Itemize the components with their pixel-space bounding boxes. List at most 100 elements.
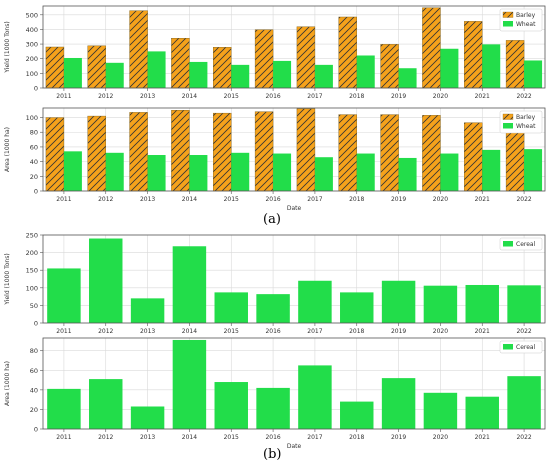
bar-wheat-2021: [482, 149, 501, 191]
bar-cereal-2022: [507, 376, 541, 429]
bar-barley-2011: [45, 117, 65, 192]
x-tick-label: 2022: [516, 328, 531, 335]
bar-cereal-2021: [465, 284, 499, 323]
x-axis-label: Date: [287, 205, 302, 212]
x-tick-label: 2018: [349, 196, 364, 203]
bar-cereal-2015: [214, 382, 248, 429]
y-tick-label: 60: [30, 143, 38, 151]
bar-wheat-2016: [273, 60, 292, 88]
y-tick-label: 20: [30, 406, 38, 414]
y-axis-label: Area (1000 ha): [4, 127, 11, 172]
x-tick-label: 2022: [516, 93, 531, 100]
bar-wheat-2020: [440, 48, 459, 88]
x-tick-label: 2016: [265, 196, 280, 203]
x-tick-label: 2017: [307, 328, 322, 335]
bar-barley-2019: [380, 44, 399, 89]
bar-cereal-2014: [172, 339, 207, 429]
y-tick-label: 50: [30, 302, 38, 310]
bar-wheat-2017: [314, 157, 333, 191]
legend-label-cereal: Cereal: [516, 344, 536, 351]
bar-barley-2015: [213, 112, 232, 192]
y-axis-label: Yield (1000 Tons): [4, 253, 11, 305]
x-tick-label: 2021: [475, 328, 490, 335]
x-tick-label: 2020: [433, 93, 448, 100]
x-tick-label: 2011: [56, 196, 71, 203]
bar-wheat-2013: [147, 155, 166, 191]
x-tick-label: 2016: [265, 93, 280, 100]
bar-barley-2021: [464, 21, 483, 89]
x-tick-label: 2012: [98, 434, 113, 441]
bar-cereal-2021: [465, 396, 499, 429]
x-tick-label: 2014: [182, 434, 197, 441]
bar-barley-2012: [87, 45, 106, 89]
bar-wheat-2019: [398, 157, 417, 191]
y-axis-label: Area (1000 ha): [4, 361, 11, 406]
y-tick-label: 20: [30, 173, 38, 181]
bar-barley-2018: [338, 114, 357, 192]
bar-cereal-2013: [130, 406, 165, 429]
bar-wheat-2022: [524, 149, 543, 191]
y-tick-label: 0: [34, 85, 38, 93]
x-tick-label: 2011: [56, 434, 71, 441]
bar-barley-2016: [254, 29, 274, 89]
legend-label-cereal: Cereal: [516, 241, 536, 248]
x-tick-label: 2017: [307, 434, 322, 441]
x-tick-label: 2011: [56, 93, 71, 100]
bar-barley-2016: [254, 111, 274, 192]
bar-barley-2017: [296, 26, 316, 89]
legend-label-barley: Barley: [516, 12, 536, 19]
bar-barley-2013: [129, 10, 148, 89]
plot-frame: [42, 337, 546, 430]
y-tick-label: 0: [34, 320, 38, 328]
x-tick-label: 2016: [265, 434, 280, 441]
bar-cereal-2012: [89, 379, 123, 429]
bar-wheat-2014: [189, 61, 208, 88]
bar-cereal-2013: [130, 298, 165, 323]
bar-wheat-2014: [189, 155, 208, 191]
y-tick-label: 250: [26, 232, 38, 240]
bar-wheat-2021: [482, 44, 501, 88]
bar-barley-2017: [296, 108, 316, 192]
bar-cereal-2016: [256, 387, 290, 429]
x-tick-label: 2013: [140, 93, 155, 100]
y-tick-label: 150: [26, 267, 38, 275]
x-tick-label: 2017: [307, 196, 322, 203]
x-tick-label: 2018: [349, 93, 364, 100]
bar-wheat-2015: [231, 64, 250, 88]
y-axis-label: Yield (1000 Tons): [4, 21, 11, 73]
bar-cereal-2022: [507, 285, 541, 323]
bar-wheat-2019: [398, 68, 417, 88]
bar-cereal-2016: [256, 294, 290, 323]
y-tick-label: 80: [30, 347, 38, 355]
y-tick-label: 400: [26, 26, 38, 34]
bar-wheat-2012: [105, 152, 124, 191]
bar-wheat-2017: [314, 64, 333, 88]
x-tick-label: 2017: [307, 93, 322, 100]
x-tick-label: 2019: [391, 328, 406, 335]
x-tick-label: 2019: [391, 93, 406, 100]
y-tick-label: 0: [34, 188, 38, 196]
bar-wheat-2022: [524, 60, 543, 88]
x-tick-label: 2013: [140, 328, 155, 335]
chart-4: 0 20 40 60 80 2011 2012 2013 2014 2015 2016 2017 201…: [4, 337, 546, 450]
bar-cereal-2011: [47, 268, 81, 323]
legend-swatch-cereal: [503, 241, 513, 247]
bar-cereal-2020: [423, 285, 458, 323]
bar-barley-2012: [87, 115, 106, 192]
bar-wheat-2011: [63, 151, 82, 191]
bar-wheat-2013: [147, 51, 166, 88]
bar-cereal-2018: [340, 401, 374, 429]
bar-wheat-2018: [356, 55, 375, 88]
plot-frame: [42, 234, 546, 324]
x-tick-label: 2012: [98, 328, 113, 335]
bar-barley-2022: [505, 40, 525, 89]
bar-barley-2013: [129, 112, 148, 192]
plot-frame: [42, 5, 546, 89]
x-tick-label: 2014: [182, 196, 197, 203]
legend-swatch-wheat: [503, 21, 513, 27]
legend-label-barley: Barley: [516, 114, 536, 121]
bar-cereal-2019: [381, 378, 416, 429]
bar-wheat-2011: [63, 57, 82, 88]
bar-barley-2014: [171, 110, 190, 192]
